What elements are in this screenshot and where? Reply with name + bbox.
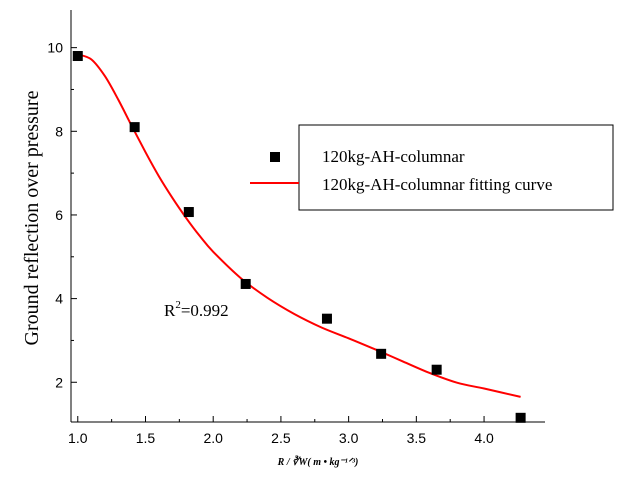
- x-tick-label: 3.0: [339, 430, 359, 446]
- data-point: [129, 122, 140, 133]
- x-tick-label: 4.0: [474, 430, 494, 446]
- y-tick-label: 2: [55, 374, 63, 390]
- x-tick-label: 2.5: [271, 430, 291, 446]
- axes: [70, 10, 545, 423]
- y-tick-label: 8: [55, 123, 63, 139]
- x-tick-label: 1.5: [136, 430, 156, 446]
- y-tick-label: 10: [47, 40, 63, 56]
- data-point: [376, 348, 387, 359]
- legend-label-line: 120kg-AH-columnar fitting curve: [322, 175, 552, 194]
- r-squared-sup: 2: [175, 299, 181, 311]
- x-tick-label: 3.5: [407, 430, 427, 446]
- legend-label-points: 120kg-AH-columnar: [322, 147, 465, 166]
- y-tick-label: 6: [55, 207, 63, 223]
- y-ticks: 2 4 6 8 10: [47, 40, 77, 390]
- data-point: [240, 278, 251, 289]
- r-squared-rest: =0.992: [181, 301, 229, 320]
- x-tick-label: 2.0: [203, 430, 223, 446]
- data-point: [321, 313, 332, 324]
- legend-box: [298, 124, 614, 211]
- y-tick-label: 4: [55, 291, 63, 307]
- data-point: [515, 412, 526, 423]
- x-tick-label: 1.0: [68, 430, 88, 446]
- data-point: [183, 207, 194, 218]
- plot-area: [72, 51, 526, 423]
- r-squared-main: R: [164, 301, 176, 320]
- y-axis-label: Ground reflection over pressure: [21, 90, 43, 345]
- r-squared-annotation: R2=0.992: [164, 299, 229, 320]
- legend: 120kg-AH-columnar 120kg-AH-columnar fitt…: [250, 124, 614, 211]
- data-point: [431, 364, 442, 375]
- data-point: [72, 51, 83, 62]
- x-axis-label: R / ∛W( m • kg⁻¹ᐟ³): [277, 455, 359, 468]
- x-ticks: 1.0 1.5 2.0 2.5 3.0 3.5 4.0: [68, 416, 494, 446]
- legend-marker-points: [270, 152, 280, 162]
- fitting-curve-line: [77, 53, 521, 398]
